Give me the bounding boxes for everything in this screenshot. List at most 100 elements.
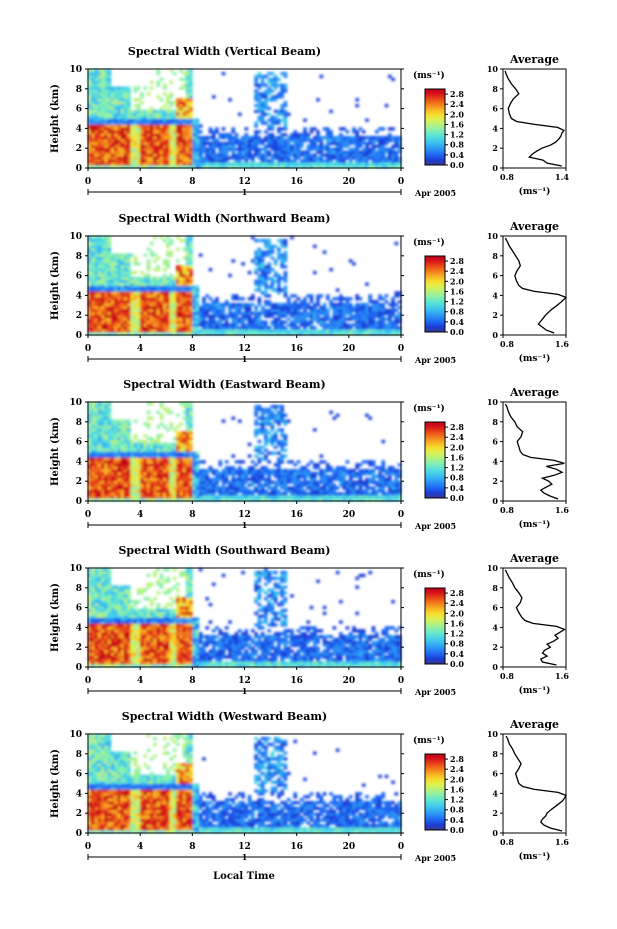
x-tick-label: 4: [137, 676, 143, 686]
y-tick-label: 2: [76, 144, 82, 154]
y-tick-label: 10: [69, 398, 82, 408]
average-xlabel: (ms⁻¹): [519, 519, 551, 530]
date-label: Apr 2005: [414, 188, 456, 198]
avg-x-tick-label: 1.4: [555, 172, 569, 182]
heatmap: [88, 236, 402, 336]
avg-x-tick-label: 0.8: [500, 671, 514, 681]
x-tick-label: 12: [238, 842, 251, 852]
avg-y-tick-label: 6: [492, 437, 498, 447]
average-frame: [502, 733, 567, 834]
panel-title: Spectral Width (Vertical Beam): [128, 45, 321, 58]
heatmap: [88, 734, 402, 834]
avg-y-tick-label: 8: [492, 749, 498, 759]
avg-y-tick-label: 0: [492, 330, 498, 340]
average-title: Average: [509, 386, 559, 399]
avg-y-tick-label: 2: [492, 143, 498, 153]
avg-y-tick-label: 8: [492, 251, 498, 261]
avg-y-tick-label: 6: [492, 769, 498, 779]
colorbar-tick-label: 2.0: [450, 276, 464, 286]
x-tick-label: 8: [189, 510, 195, 520]
colorbar-tick-label: 2.8: [450, 754, 464, 764]
x-tick-label: 20: [343, 676, 356, 686]
avg-y-tick-label: 4: [492, 788, 498, 798]
avg-y-tick-label: 10: [487, 64, 499, 74]
average-profile-line: [504, 70, 565, 167]
average-xlabel: (ms⁻¹): [519, 851, 551, 862]
colorbar: [424, 88, 446, 166]
day-label: 1: [242, 354, 248, 364]
x-tick-label: 12: [238, 344, 251, 354]
avg-y-tick-label: 0: [492, 662, 498, 672]
average-frame: [502, 401, 567, 502]
avg-y-tick-label: 0: [492, 163, 498, 173]
colorbar-unit: (ms⁻¹): [413, 403, 445, 414]
y-tick-label: 4: [76, 623, 82, 633]
heatmap: [88, 402, 402, 502]
x-tick-label: 0: [85, 177, 91, 187]
average-profile-line: [504, 237, 568, 334]
avg-y-tick-label: 4: [492, 456, 498, 466]
y-tick-label: 8: [76, 418, 82, 428]
avg-y-tick-label: 8: [492, 583, 498, 593]
x-tick-label: 0: [398, 842, 404, 852]
y-tick-label: 8: [76, 252, 82, 262]
x-tick-label: 16: [290, 510, 303, 520]
avg-y-tick-label: 6: [492, 271, 498, 281]
avg-y-tick-label: 10: [487, 729, 499, 739]
average-title: Average: [509, 220, 559, 233]
y-tick-label: 4: [76, 291, 82, 301]
colorbar-tick-label: 0.8: [450, 307, 464, 317]
date-label: Apr 2005: [414, 521, 456, 531]
average-profile-line: [505, 735, 567, 832]
avg-y-tick-label: 2: [492, 642, 498, 652]
avg-y-tick-label: 2: [492, 310, 498, 320]
colorbar-tick-label: 1.6: [450, 286, 464, 296]
x-tick-label: 8: [189, 676, 195, 686]
y-axis-label: Height (km): [50, 84, 61, 153]
x-tick-label: 16: [290, 676, 303, 686]
average-profile-line: [504, 569, 566, 666]
colorbar-tick-label: 2.4: [450, 764, 464, 774]
panel-title: Spectral Width (Eastward Beam): [123, 378, 325, 391]
x-tick-label: 20: [343, 344, 356, 354]
x-tick-label: 16: [290, 177, 303, 187]
colorbar-tick-label: 2.4: [450, 266, 464, 276]
colorbar-tick-label: 1.6: [450, 452, 464, 462]
colorbar-tick-label: 2.8: [450, 256, 464, 266]
day-label: 1: [242, 686, 248, 696]
panel-2: Spectral Width (Northward Beam)0246810He…: [50, 212, 569, 365]
avg-x-tick-label: 0.8: [500, 339, 514, 349]
y-tick-label: 2: [76, 643, 82, 653]
date-label: Apr 2005: [414, 355, 456, 365]
y-tick-label: 6: [76, 770, 82, 780]
y-tick-label: 0: [76, 164, 82, 174]
day-label: 1: [242, 852, 248, 862]
avg-x-tick-label: 1.6: [555, 505, 569, 515]
avg-y-tick-label: 10: [487, 231, 499, 241]
panel-title: Spectral Width (Southward Beam): [118, 544, 330, 557]
y-tick-label: 6: [76, 604, 82, 614]
y-tick-label: 4: [76, 789, 82, 799]
avg-y-tick-label: 8: [492, 84, 498, 94]
x-tick-label: 0: [398, 676, 404, 686]
panel-5: Spectral Width (Westward Beam)0246810Hei…: [50, 710, 569, 863]
colorbar-tick-label: 2.4: [450, 432, 464, 442]
colorbar-tick-label: 0.0: [450, 825, 464, 835]
y-axis-label: Height (km): [50, 749, 61, 818]
x-tick-label: 4: [137, 510, 143, 520]
panel-title: Spectral Width (Westward Beam): [122, 710, 327, 723]
avg-y-tick-label: 6: [492, 104, 498, 114]
x-tick-label: 0: [398, 510, 404, 520]
y-tick-label: 10: [69, 65, 82, 75]
panel-title: Spectral Width (Northward Beam): [119, 212, 331, 225]
x-tick-label: 12: [238, 676, 251, 686]
y-tick-label: 8: [76, 584, 82, 594]
y-tick-label: 0: [76, 331, 82, 341]
avg-y-tick-label: 10: [487, 563, 499, 573]
avg-y-tick-label: 2: [492, 476, 498, 486]
colorbar-tick-label: 1.6: [450, 618, 464, 628]
avg-y-tick-label: 4: [492, 622, 498, 632]
x-tick-label: 0: [398, 177, 404, 187]
average-title: Average: [509, 53, 559, 66]
colorbar: [424, 255, 446, 333]
